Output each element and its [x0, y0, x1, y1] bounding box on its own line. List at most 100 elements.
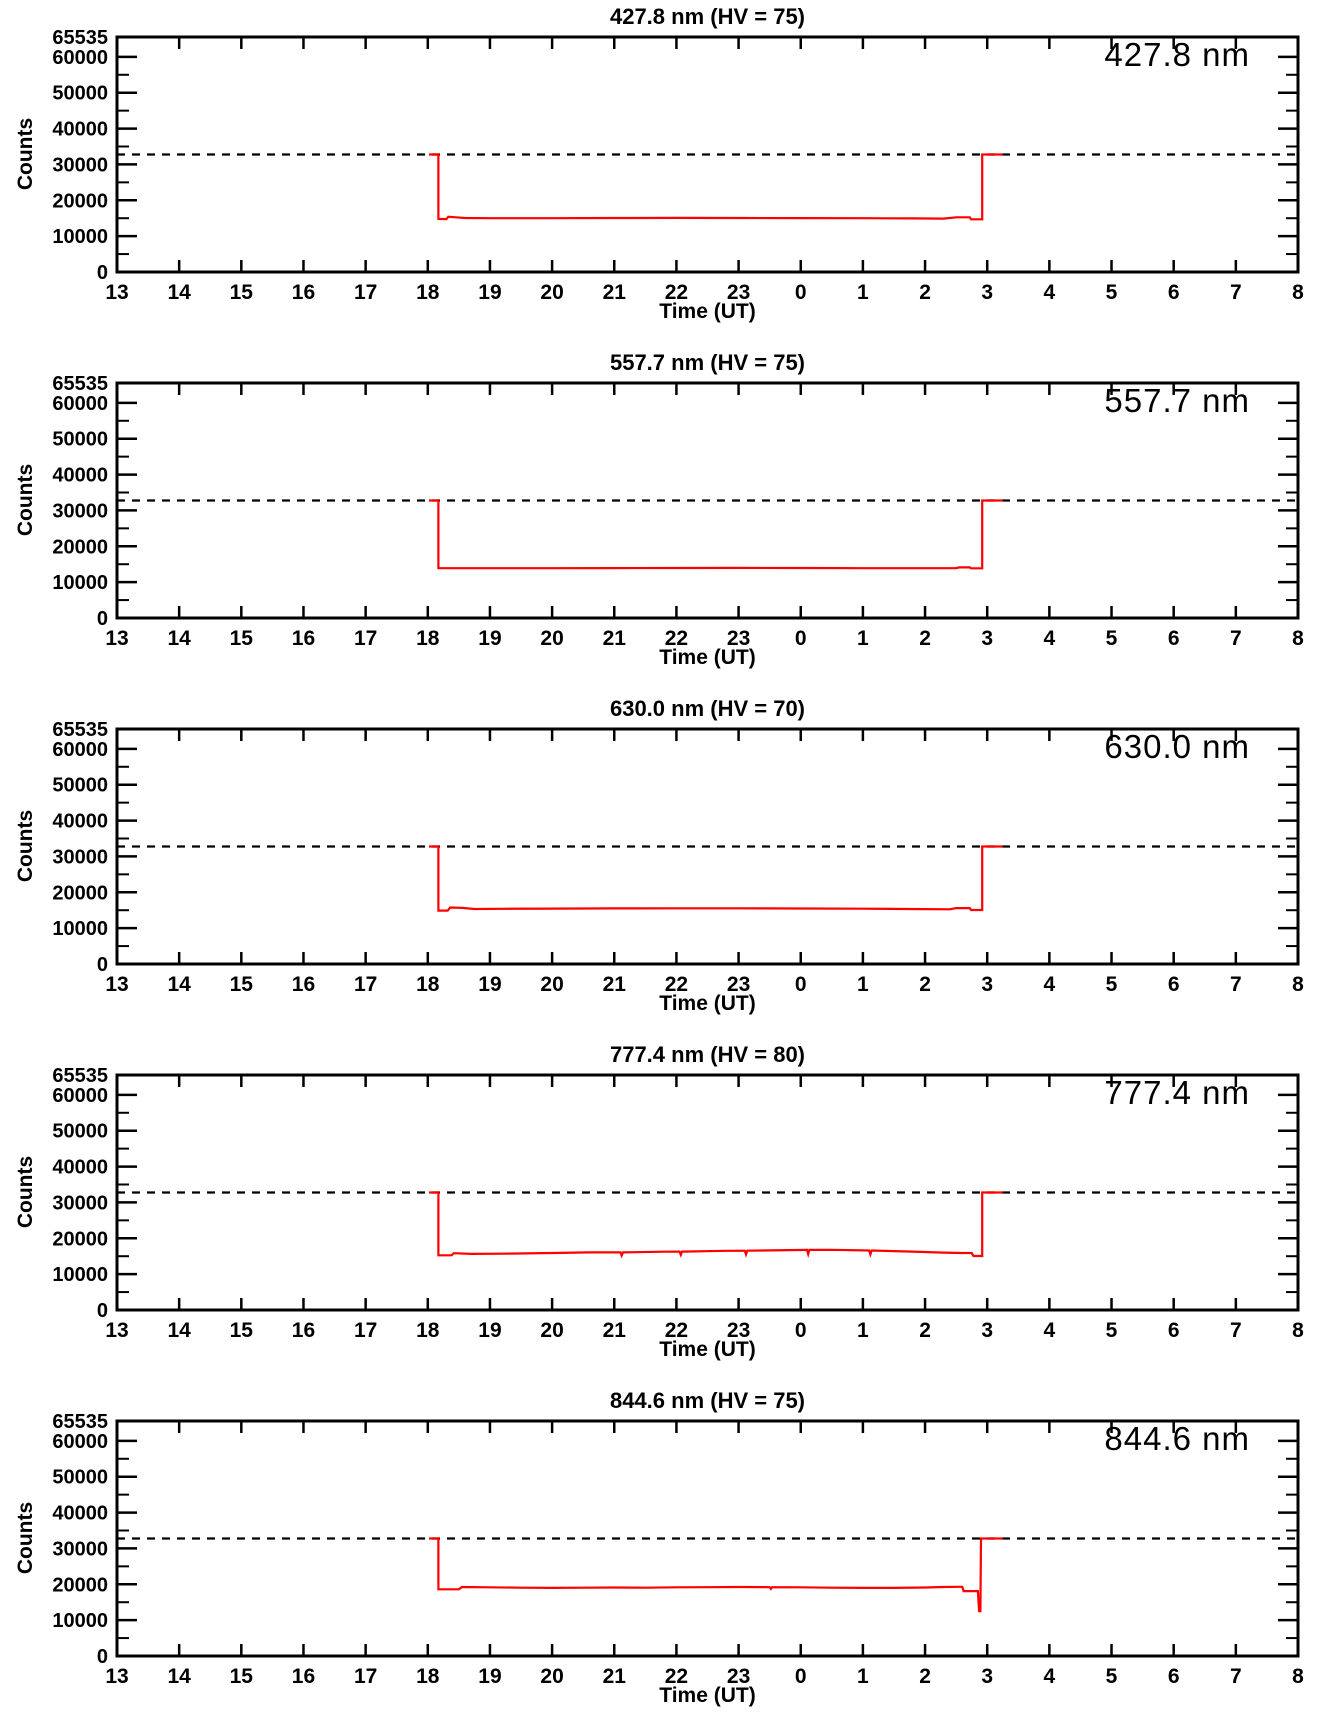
svg-text:0: 0 [795, 973, 807, 996]
svg-text:60000: 60000 [52, 47, 108, 69]
plot-area-844-6-nm: 13 14 15 16 17 18 19 20 21 22 23 0 1 2 3 4 5 6 7 8010000200… [52, 1411, 1304, 1688]
svg-text:1: 1 [857, 973, 869, 996]
svg-text:2: 2 [919, 281, 931, 304]
svg-text:1: 1 [857, 1665, 869, 1688]
svg-text:40000: 40000 [52, 1157, 108, 1179]
svg-text:7: 7 [1230, 973, 1242, 996]
svg-text:21: 21 [603, 1319, 627, 1342]
svg-text:22: 22 [665, 1319, 688, 1342]
svg-text:5: 5 [1106, 281, 1118, 304]
svg-text:10000: 10000 [52, 1610, 108, 1632]
svg-text:6: 6 [1168, 281, 1180, 304]
svg-text:8: 8 [1292, 627, 1304, 650]
panel-844-6-nm: 13 14 15 16 17 18 19 20 21 22 23 0 1 2 3 4 5 6 7 8 0 10000 200… [0, 1384, 1336, 1730]
svg-text:65535: 65535 [52, 1065, 108, 1087]
svg-text:20000: 20000 [52, 882, 108, 904]
svg-text:0: 0 [97, 608, 108, 630]
svg-text:23: 23 [727, 281, 750, 304]
panel-427-8-nm: 13 14 15 16 17 18 19 20 21 22 23 0 1 2 3 4 5 6 7 8 0 10000 200… [0, 0, 1336, 346]
svg-text:23: 23 [727, 1665, 750, 1688]
svg-text:4: 4 [1044, 627, 1056, 650]
svg-text:19: 19 [478, 627, 501, 650]
svg-text:18: 18 [416, 281, 440, 304]
svg-text:20: 20 [540, 281, 563, 304]
svg-text:30000: 30000 [52, 154, 108, 176]
svg-text:23: 23 [727, 1319, 750, 1342]
svg-text:2: 2 [919, 1665, 931, 1688]
x-axis-label: Time (UT) [659, 992, 756, 1015]
panel-title: 427.8 nm (HV = 75) [609, 4, 806, 29]
svg-text:2: 2 [919, 1319, 931, 1342]
svg-text:18: 18 [416, 1665, 440, 1688]
svg-text:16: 16 [292, 1665, 315, 1688]
wavelength-annotation: 427.8 nm [1104, 36, 1250, 73]
y-axis-label: Counts [14, 1155, 37, 1229]
panel-630-0-nm: 13 14 15 16 17 18 19 20 21 22 23 0 1 2 3 4 5 6 7 8 0 10000 200… [0, 692, 1336, 1038]
svg-text:19: 19 [478, 281, 501, 304]
svg-text:21: 21 [603, 281, 627, 304]
svg-text:65535: 65535 [52, 27, 108, 49]
svg-text:1: 1 [857, 281, 869, 304]
svg-text:8: 8 [1292, 1319, 1304, 1342]
svg-text:4: 4 [1044, 1665, 1056, 1688]
x-axis-label: Time (UT) [659, 646, 756, 669]
svg-text:3: 3 [981, 1665, 993, 1688]
y-axis-label: Counts [14, 1501, 37, 1575]
svg-text:5: 5 [1106, 1665, 1118, 1688]
panel-title: 777.4 nm (HV = 80) [609, 1042, 806, 1067]
svg-text:4: 4 [1044, 973, 1056, 996]
svg-text:50000: 50000 [52, 429, 108, 451]
svg-text:1: 1 [857, 1319, 869, 1342]
svg-text:60000: 60000 [52, 739, 108, 761]
svg-text:7: 7 [1230, 1319, 1242, 1342]
svg-text:14: 14 [167, 281, 191, 304]
x-axis-label: Time (UT) [659, 1684, 756, 1707]
svg-text:30000: 30000 [52, 1192, 108, 1214]
svg-text:14: 14 [167, 627, 191, 650]
svg-text:3: 3 [981, 973, 993, 996]
svg-text:10000: 10000 [52, 1264, 108, 1286]
svg-text:19: 19 [478, 973, 501, 996]
svg-text:4: 4 [1044, 1319, 1056, 1342]
svg-text:20000: 20000 [52, 1228, 108, 1250]
svg-text:22: 22 [665, 1665, 688, 1688]
panel-title: 844.6 nm (HV = 75) [609, 1388, 806, 1413]
svg-text:10000: 10000 [52, 918, 108, 940]
svg-text:17: 17 [354, 973, 377, 996]
panel-title: 630.0 nm (HV = 70) [609, 696, 806, 721]
svg-text:8: 8 [1292, 1665, 1304, 1688]
svg-text:16: 16 [292, 281, 315, 304]
svg-text:3: 3 [981, 1319, 993, 1342]
wavelength-annotation: 777.4 nm [1104, 1074, 1250, 1111]
svg-text:10000: 10000 [52, 226, 108, 248]
wavelength-annotation: 630.0 nm [1104, 728, 1250, 765]
svg-text:15: 15 [230, 973, 254, 996]
panel-557-7-nm: 13 14 15 16 17 18 19 20 21 22 23 0 1 2 3 4 5 6 7 8 0 10000 200… [0, 346, 1336, 692]
svg-text:0: 0 [795, 281, 807, 304]
svg-text:60000: 60000 [52, 1085, 108, 1107]
svg-text:18: 18 [416, 627, 440, 650]
svg-text:13: 13 [105, 973, 128, 996]
svg-text:30000: 30000 [52, 1538, 108, 1560]
svg-text:8: 8 [1292, 281, 1304, 304]
y-axis-label: Counts [14, 117, 37, 191]
svg-text:17: 17 [354, 627, 377, 650]
svg-text:65535: 65535 [52, 373, 108, 395]
svg-text:2: 2 [919, 627, 931, 650]
svg-text:30000: 30000 [52, 846, 108, 868]
plot-area-427-8-nm: 13 14 15 16 17 18 19 20 21 22 23 0 1 2 3 4 5 6 7 8010000200… [52, 27, 1304, 304]
svg-text:6: 6 [1168, 1319, 1180, 1342]
svg-text:19: 19 [478, 1665, 501, 1688]
svg-text:23: 23 [727, 973, 750, 996]
svg-text:0: 0 [795, 627, 807, 650]
svg-text:5: 5 [1106, 973, 1118, 996]
svg-text:5: 5 [1106, 627, 1118, 650]
svg-text:3: 3 [981, 627, 993, 650]
svg-text:20000: 20000 [52, 190, 108, 212]
svg-text:13: 13 [105, 627, 128, 650]
svg-text:20: 20 [540, 973, 563, 996]
svg-text:13: 13 [105, 1319, 128, 1342]
svg-text:20000: 20000 [52, 536, 108, 558]
svg-text:1: 1 [857, 627, 869, 650]
